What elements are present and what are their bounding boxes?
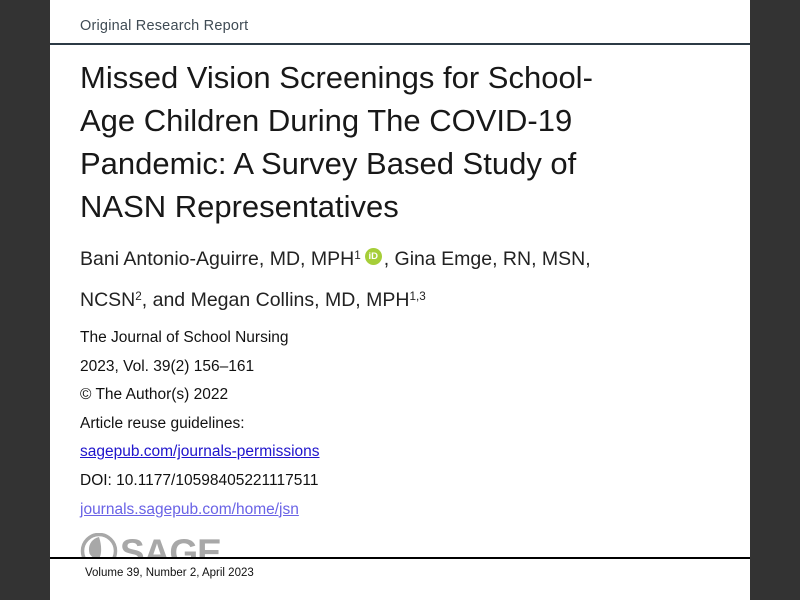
author-line-1: Bani Antonio-Aguirre, MD, MPH1 iD, Gina E… bbox=[80, 240, 730, 281]
doi-line: DOI: 10.1177/10598405221117511 bbox=[80, 471, 319, 489]
journal-home-link[interactable]: journals.sagepub.com/home/jsn bbox=[80, 500, 299, 518]
article-type-kicker: Original Research Report bbox=[80, 18, 249, 34]
citation-line: 2023, Vol. 39(2) 156–161 bbox=[80, 357, 255, 375]
author-name: Bani Antonio-Aguirre, MD, MPH bbox=[80, 248, 355, 270]
sage-logo-icon bbox=[80, 533, 118, 557]
reuse-guidelines-label: Article reuse guidelines: bbox=[80, 414, 245, 432]
author-byline: Bani Antonio-Aguirre, MD, MPH1 iD, Gina E… bbox=[80, 240, 730, 322]
affiliation-superscript: 2 bbox=[135, 290, 142, 304]
author-credential: NCSN bbox=[80, 289, 136, 311]
journal-metadata-block: The Journal of School Nursing 2023, Vol.… bbox=[80, 324, 320, 524]
title-line: Missed Vision Screenings for School- bbox=[80, 60, 593, 95]
author-name: , Gina Emge, RN, MSN, bbox=[383, 248, 591, 270]
affiliation-superscript: 1,3 bbox=[409, 290, 426, 304]
title-line: Pandemic: A Survey Based Study of bbox=[80, 146, 577, 181]
volume-issue-note: Volume 39, Number 2, April 2023 bbox=[85, 567, 254, 579]
title-line: NASN Representatives bbox=[80, 189, 399, 224]
title-line: Age Children During The COVID-19 bbox=[80, 103, 573, 138]
permissions-link[interactable]: sagepub.com/journals-permissions bbox=[80, 443, 320, 461]
footer-rule bbox=[50, 557, 750, 559]
sage-logo-text: SAGE bbox=[120, 533, 222, 557]
article-page: Original Research Report Missed Vision S… bbox=[50, 0, 750, 600]
orcid-icon[interactable]: iD bbox=[364, 248, 382, 265]
affiliation-superscript: 1 bbox=[354, 249, 361, 263]
author-line-2: NCSN2, and Megan Collins, MD, MPH1,3 bbox=[80, 281, 730, 322]
sage-publisher-logo: SAGE bbox=[80, 533, 280, 557]
author-name: , and Megan Collins, MD, MPH bbox=[141, 289, 410, 311]
article-title: Missed Vision Screenings for School- Age… bbox=[80, 56, 720, 228]
journal-name: The Journal of School Nursing bbox=[80, 329, 289, 346]
copyright-line: © The Author(s) 2022 bbox=[80, 386, 229, 404]
header-rule bbox=[50, 43, 750, 45]
